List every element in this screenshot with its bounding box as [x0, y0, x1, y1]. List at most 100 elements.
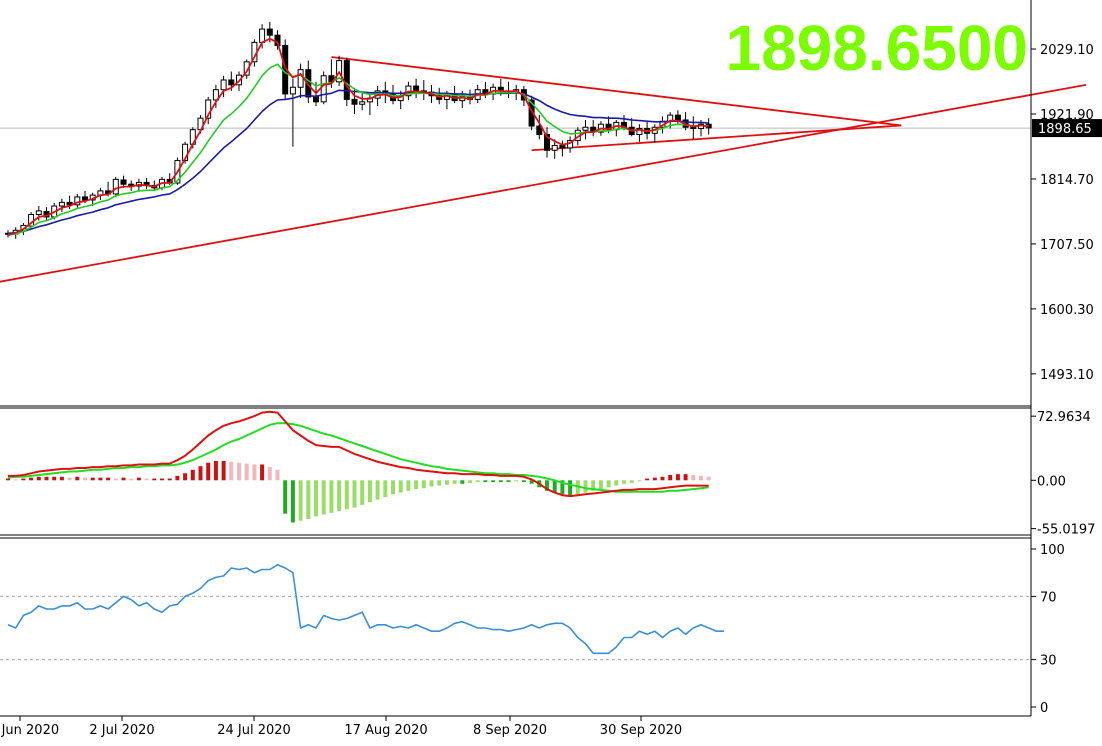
macd-bar	[398, 480, 403, 493]
y-tick-label: 70	[1040, 590, 1057, 605]
y-tick-label: 0.00	[1037, 474, 1066, 489]
macd-histogram	[6, 460, 711, 523]
macd-bar	[344, 480, 349, 510]
candle-body	[82, 196, 88, 201]
macd-bar	[221, 460, 226, 481]
trendline	[331, 56, 902, 127]
current-price-box	[1032, 119, 1102, 138]
macd-signal-line	[7, 422, 709, 493]
y-tick-label: 1814.70	[1040, 173, 1094, 188]
x-tick-label: 24 Jun 2020	[0, 723, 59, 738]
macd-bar	[598, 480, 603, 490]
candle-body	[551, 144, 558, 151]
macd-bar	[468, 480, 472, 483]
candle-body	[289, 86, 296, 95]
macd-bar	[637, 480, 642, 482]
candle-body	[297, 69, 304, 88]
x-tick-label: 2 Jul 2020	[89, 723, 154, 738]
macd-bar	[213, 460, 218, 481]
big-price-label: 1898.6500	[725, 12, 1028, 84]
macd-bar	[106, 477, 111, 481]
macd-bar	[706, 476, 711, 481]
macd-bar	[529, 480, 534, 484]
macd-bar	[352, 480, 357, 508]
candle-body	[528, 99, 535, 127]
macd-bar	[429, 480, 434, 487]
macd-bar	[660, 476, 665, 481]
candle-body	[228, 79, 235, 86]
macd-bar	[29, 477, 34, 481]
macd-bar	[683, 474, 688, 481]
candle-body	[74, 196, 81, 206]
y-tick-label: 2029.10	[1040, 43, 1094, 58]
candle-body	[313, 96, 319, 103]
candle-body	[544, 134, 550, 151]
y-tick-label: 1600.30	[1040, 303, 1094, 318]
trendline	[0, 83, 1087, 283]
y-tick-label: 0	[1040, 701, 1048, 716]
macd-bar	[229, 461, 234, 481]
macd-bar	[691, 475, 696, 481]
macd-bar	[314, 480, 318, 517]
macd-bar	[44, 476, 49, 481]
macd-bar	[545, 480, 549, 491]
macd-bar	[90, 477, 95, 481]
rsi-line	[7, 563, 725, 655]
macd-bar	[675, 474, 680, 481]
candle-body	[343, 60, 350, 100]
macd-bar	[383, 480, 388, 497]
macd-bar	[406, 480, 411, 491]
macd-bar	[160, 478, 164, 481]
candle-body	[35, 210, 42, 216]
macd-bar	[360, 480, 365, 505]
candle-body	[120, 179, 127, 185]
macd-bar	[521, 480, 526, 483]
macd-bar	[591, 480, 596, 491]
macd-bar	[298, 480, 303, 521]
candle-body	[351, 98, 358, 105]
trendline	[531, 124, 902, 152]
macd-bar	[321, 480, 326, 515]
macd-bar	[275, 469, 280, 481]
macd-bar	[267, 467, 272, 481]
candle-body	[66, 201, 73, 206]
macd-bar	[491, 480, 496, 483]
macd-bar	[167, 478, 172, 481]
macd-bar	[560, 480, 565, 495]
price-panel	[0, 21, 1087, 283]
macd-bar	[59, 476, 64, 481]
macd-bar	[75, 476, 80, 481]
macd-bar	[152, 478, 157, 481]
macd-bar	[183, 473, 188, 481]
candle-body	[320, 75, 327, 103]
y-tick-label: 30	[1040, 654, 1057, 669]
x-tick-label: 8 Sep 2020	[473, 723, 547, 738]
macd-bar	[129, 478, 134, 481]
macd-bar	[113, 478, 118, 481]
macd-bar	[6, 478, 10, 481]
macd-bar	[437, 480, 442, 486]
candle-body	[674, 114, 681, 121]
macd-bar	[21, 478, 26, 481]
candle-body	[220, 79, 227, 91]
candle-body	[559, 144, 566, 149]
macd-bar	[652, 477, 657, 481]
rsi-panel	[0, 563, 1031, 661]
macd-bar	[506, 480, 511, 483]
macd-bar	[283, 480, 288, 514]
candle-body	[582, 126, 589, 131]
y-tick-label: -55.0197	[1037, 523, 1095, 538]
macd-bar	[375, 480, 380, 500]
macd-bar	[514, 480, 519, 482]
macd-bar	[98, 477, 103, 481]
macd-bar	[121, 477, 126, 481]
candle-body	[266, 28, 273, 36]
macd-bar	[237, 462, 241, 481]
macd-bar	[391, 480, 395, 495]
macd-bar	[83, 477, 87, 481]
macd-bar	[198, 466, 203, 481]
macd-bar	[452, 480, 457, 484]
macd-bar	[175, 475, 180, 481]
